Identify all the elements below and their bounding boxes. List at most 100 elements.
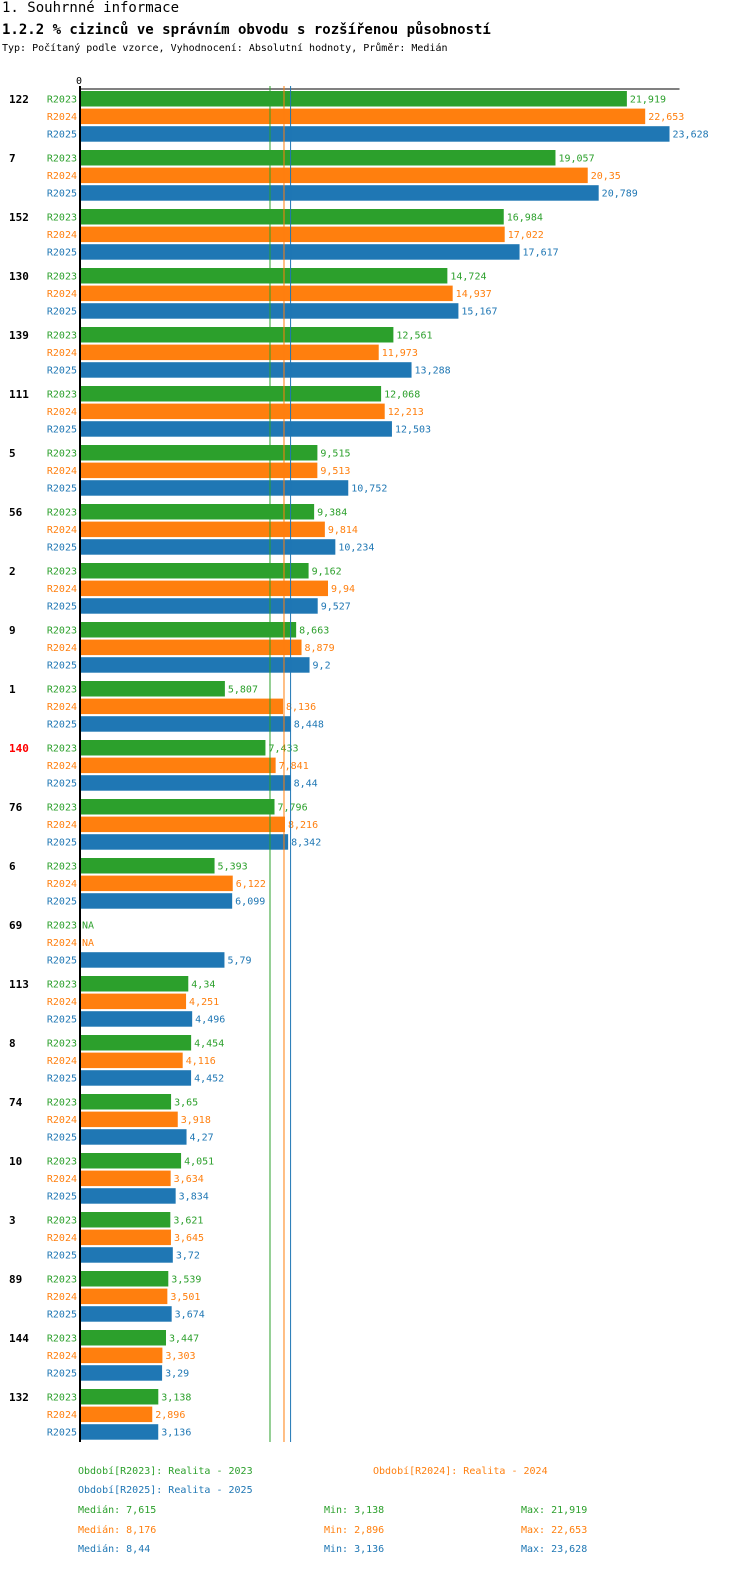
data-label: 4,454	[194, 1039, 224, 1050]
data-label: 3,303	[165, 1351, 195, 1362]
data-label: 5,393	[218, 862, 248, 873]
series-label: R2024	[47, 1292, 77, 1303]
data-label: NA	[82, 921, 94, 932]
category-label: 140	[9, 742, 29, 755]
data-label: 11,973	[382, 348, 418, 359]
bar	[80, 539, 336, 555]
data-label: 3,138	[161, 1393, 191, 1404]
series-label: R2023	[47, 921, 77, 932]
series-label: R2024	[47, 643, 77, 654]
series-label: R2024	[47, 938, 77, 949]
category-label: 76	[9, 801, 23, 814]
data-label: 8,136	[286, 702, 316, 713]
category-label: 144	[9, 1332, 29, 1345]
data-label: 8,879	[305, 643, 335, 654]
stat-min-r2025: Min: 3,136	[324, 1544, 385, 1555]
category-label: 132	[9, 1391, 29, 1404]
bar	[80, 1406, 153, 1423]
series-label: R2025	[47, 602, 77, 613]
data-label: 3,72	[176, 1251, 200, 1262]
series-label: R2023	[47, 272, 77, 283]
bar	[80, 1347, 163, 1364]
bar	[80, 1229, 171, 1246]
bar	[80, 639, 302, 656]
bar	[80, 421, 392, 437]
series-label: R2023	[47, 390, 77, 401]
series-label: R2024	[47, 1351, 77, 1362]
bar	[80, 757, 276, 774]
category-label: 10	[9, 1155, 22, 1168]
stat-median-r2024: Medián: 8,176	[78, 1525, 157, 1536]
series-label: R2025	[47, 956, 77, 967]
data-label: 20,35	[591, 171, 621, 182]
bar	[80, 386, 382, 402]
category-label: 8	[9, 1037, 16, 1050]
category-label: 69	[9, 919, 22, 932]
data-label: 14,937	[456, 289, 492, 300]
series-label: R2025	[47, 1428, 77, 1439]
series-label: R2025	[47, 307, 77, 318]
bar	[80, 740, 266, 756]
series-label: R2025	[47, 1133, 77, 1144]
data-label: 12,503	[395, 425, 431, 436]
legend-r2023: Období[R2023]: Realita - 2023	[78, 1466, 253, 1477]
bar	[80, 1271, 169, 1287]
data-label: 8,448	[294, 720, 324, 731]
series-label: R2024	[47, 407, 77, 418]
series-label: R2023	[47, 1334, 77, 1345]
data-label: 3,674	[175, 1310, 205, 1321]
bar	[80, 622, 297, 638]
category-label: 152	[9, 211, 29, 224]
data-label: 4,051	[184, 1157, 214, 1168]
data-label: 21,919	[630, 95, 666, 106]
data-label: 17,617	[523, 248, 559, 259]
bar	[80, 1306, 172, 1322]
bar	[80, 875, 233, 892]
bar	[80, 1330, 167, 1346]
bar	[80, 563, 309, 579]
series-label: R2023	[47, 449, 77, 460]
bar	[80, 893, 233, 909]
series-label: R2024	[47, 820, 77, 831]
data-label: 6,122	[236, 879, 266, 890]
series-label: R2024	[47, 1115, 77, 1126]
chart-description: Typ: Počítaný podle vzorce, Vyhodnocení:…	[2, 43, 448, 54]
category-label: 9	[9, 624, 16, 637]
series-label: R2023	[47, 95, 77, 106]
series-label: R2023	[47, 685, 77, 696]
series-label: R2024	[47, 1174, 77, 1185]
data-label: 4,116	[186, 1056, 216, 1067]
category-label: 3	[9, 1214, 16, 1227]
data-label: 3,65	[174, 1098, 198, 1109]
series-label: R2023	[47, 213, 77, 224]
series-label: R2024	[47, 348, 77, 359]
bar	[80, 403, 385, 420]
bar	[80, 1094, 172, 1110]
data-label: 2,896	[155, 1410, 185, 1421]
bar	[80, 521, 325, 538]
data-label: 4,496	[195, 1015, 225, 1026]
data-label: 20,789	[602, 189, 638, 200]
series-label: R2023	[47, 1098, 77, 1109]
bar	[80, 150, 556, 166]
data-label: 4,452	[194, 1074, 224, 1085]
bar	[80, 1170, 171, 1187]
bar-chart: 0 122 R2023 21,919 R2024 22,653 R2025 23,628 7 R2…	[9, 76, 709, 1442]
bar	[80, 952, 225, 968]
data-label: 9,94	[331, 584, 355, 595]
data-label: 9,2	[313, 661, 331, 672]
series-label: R2024	[47, 1233, 77, 1244]
series-label: R2025	[47, 425, 77, 436]
category-label: 111	[9, 388, 29, 401]
data-label: 9,515	[320, 449, 350, 460]
series-label: R2023	[47, 508, 77, 519]
bar	[80, 816, 285, 833]
bar	[80, 657, 310, 673]
bar	[80, 91, 627, 107]
series-label: R2025	[47, 779, 77, 790]
series-label: R2025	[47, 1192, 77, 1203]
bar	[80, 580, 329, 597]
series-label: R2025	[47, 248, 77, 259]
data-label: 13,288	[415, 366, 451, 377]
category-label: 2	[9, 565, 16, 578]
